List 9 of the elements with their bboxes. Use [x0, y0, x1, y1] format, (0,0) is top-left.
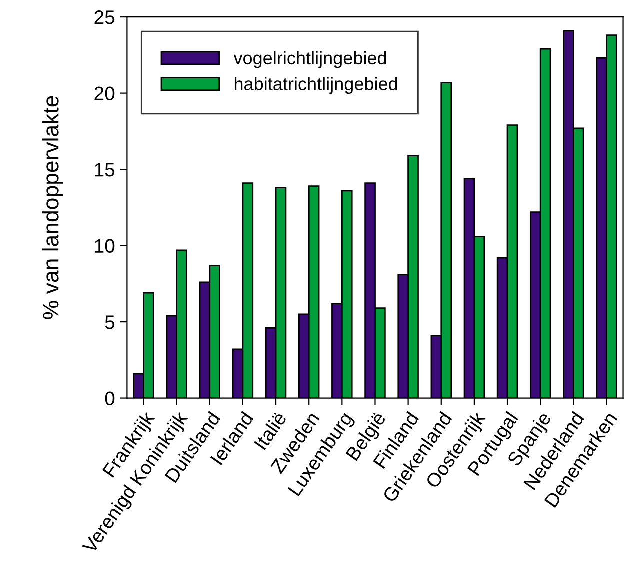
y-axis-title: % van landoppervlakte	[42, 96, 64, 320]
y-tick-label: 5	[105, 316, 115, 330]
y-tick-label: 10	[95, 239, 115, 254]
y-tick-label: 20	[94, 86, 115, 101]
y-tick-label: 15	[95, 163, 115, 177]
legend-label: vogelrichtlijngebied	[234, 51, 386, 68]
legend-label: habitatrichtlijngebied	[234, 77, 398, 94]
y-tick-label: 0	[105, 392, 115, 406]
y-tick-label: 25	[94, 10, 115, 24]
